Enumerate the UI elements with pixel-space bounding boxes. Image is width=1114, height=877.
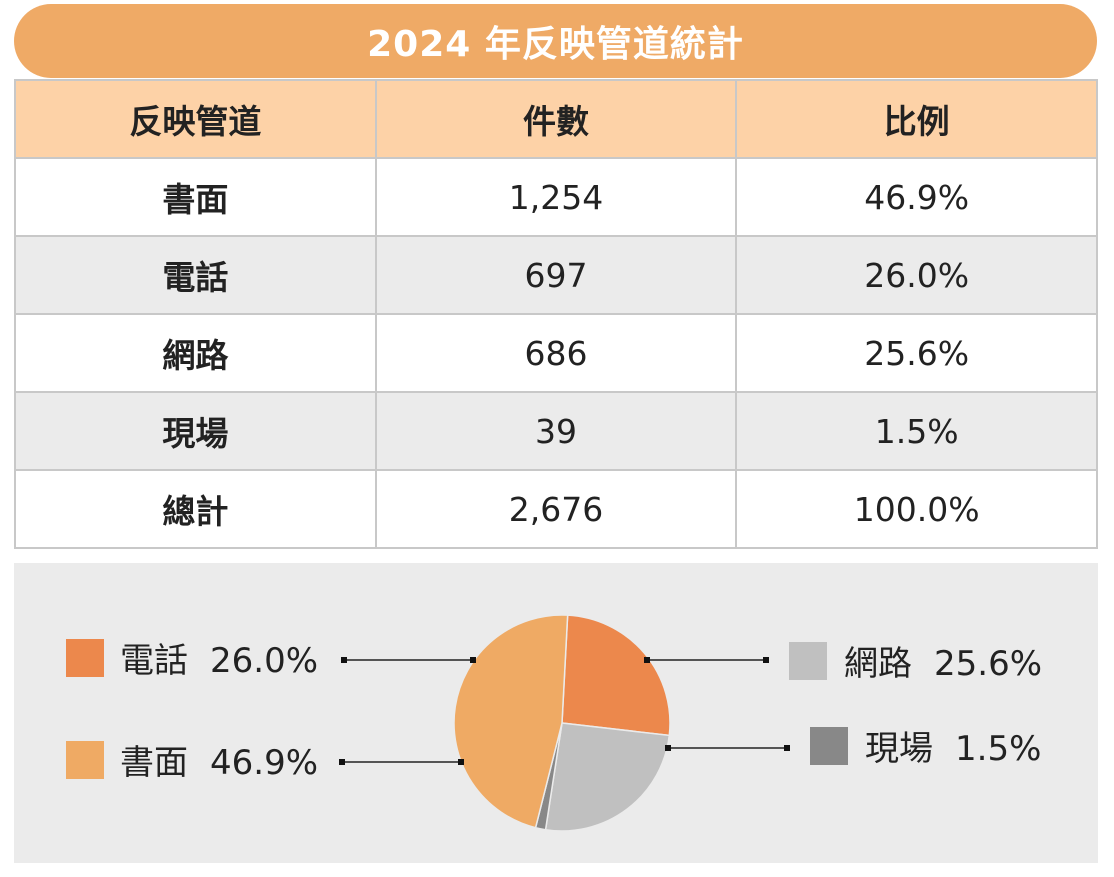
- cell-count: 686: [374, 313, 738, 393]
- cell-ratio: 1.5%: [735, 391, 1098, 471]
- table-row: 總計 2,676 100.0%: [14, 469, 1098, 549]
- cell-ratio: 26.0%: [735, 235, 1098, 315]
- cell-count: 39: [374, 391, 738, 471]
- legend-swatch-2: [810, 727, 848, 765]
- header-count: 件數: [374, 79, 738, 159]
- leader-dot-3-0: [339, 759, 345, 765]
- cell-channel: 現場: [14, 391, 377, 471]
- table-row: 電話 697 26.0%: [14, 235, 1098, 315]
- cell-ratio: 46.9%: [735, 157, 1098, 237]
- pie-chart-panel: 電話 26.0% 網路 25.6% 現場 1.5% 書面 46.9%: [14, 563, 1098, 863]
- cell-channel: 網路: [14, 313, 377, 393]
- header-channel: 反映管道: [14, 79, 377, 159]
- leader-dot-2-0: [784, 745, 790, 751]
- table-row: 現場 39 1.5%: [14, 391, 1098, 471]
- cell-ratio: 25.6%: [735, 313, 1098, 393]
- table-row: 網路 686 25.6%: [14, 313, 1098, 393]
- pie-slice-3: [453, 614, 569, 829]
- legend-label-3: 書面 46.9%: [120, 743, 318, 783]
- legend-swatch-0: [66, 639, 104, 677]
- legend-label-1: 網路 25.6%: [844, 644, 1042, 684]
- legend-label-2: 現場 1.5%: [865, 729, 1041, 769]
- table-row: 書面 1,254 46.9%: [14, 157, 1098, 237]
- chart-title: 2024 年反映管道統計: [367, 24, 744, 65]
- table-header-row: 反映管道 件數 比例: [14, 79, 1098, 159]
- cell-count: 697: [374, 235, 738, 315]
- cell-channel: 電話: [14, 235, 377, 315]
- pie-slice-1: [544, 722, 671, 832]
- leader-dot-0-1: [470, 657, 476, 663]
- leader-dot-1-1: [644, 657, 650, 663]
- cell-channel: 書面: [14, 157, 377, 237]
- leader-dot-1-0: [763, 657, 769, 663]
- title-banner: 2024 年反映管道統計: [14, 4, 1097, 78]
- cell-count: 2,676: [374, 469, 738, 549]
- leader-dot-3-1: [458, 759, 464, 765]
- legend-label-0: 電話 26.0%: [120, 641, 318, 681]
- leader-dot-2-1: [665, 745, 671, 751]
- pie-chart: 電話 26.0% 網路 25.6% 現場 1.5% 書面 46.9%: [66, 614, 1042, 832]
- legend-swatch-3: [66, 741, 104, 779]
- stats-table: 反映管道 件數 比例 書面 1,254 46.9% 電話 697 26.0% 網…: [14, 79, 1098, 549]
- cell-channel: 總計: [14, 469, 377, 549]
- header-ratio: 比例: [735, 79, 1098, 159]
- cell-ratio: 100.0%: [735, 469, 1098, 549]
- pie-slice-0: [561, 614, 671, 737]
- legend-swatch-1: [789, 642, 827, 680]
- cell-count: 1,254: [374, 157, 738, 237]
- leader-dot-0-0: [341, 657, 347, 663]
